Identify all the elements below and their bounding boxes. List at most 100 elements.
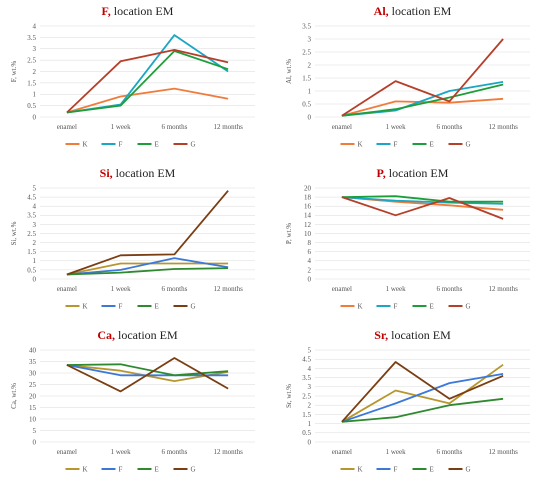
y-tick-label: 2 [308, 402, 312, 410]
series-line-k [341, 363, 504, 423]
chart-title-element: Si, [100, 166, 113, 180]
series-line-g [341, 38, 504, 117]
chart-f: F, location EM 0 0.5 1 1.5 2 2.5 3 3.5 4 F, wt.% en… [10, 4, 255, 149]
chart-title: P, location EM [377, 166, 449, 180]
x-tick-label: 1 week [386, 123, 407, 131]
y-tick-label: 1 [308, 87, 312, 95]
y-tick-label: 2.5 [27, 230, 36, 238]
legend-label-g: G [466, 466, 471, 474]
series-line-e [341, 195, 504, 203]
chart-title: Si, location EM [100, 166, 176, 180]
x-tick-label: 6 months [436, 123, 462, 131]
series-line-e [66, 267, 229, 276]
y-tick-label: 0.5 [302, 429, 311, 437]
y-tick-label: 0 [33, 113, 37, 121]
legend-label-e: E [430, 141, 434, 149]
chart-title: Al, location EM [374, 4, 452, 18]
y-tick-label: 4 [308, 257, 312, 265]
y-tick-label: 5 [308, 346, 312, 354]
y-tick-label: 0 [308, 275, 312, 283]
series-line-e [341, 83, 504, 117]
x-tick-label: 12 months [488, 285, 518, 293]
x-tick-label: 1 week [111, 448, 132, 456]
chart-title: Ca, location EM [97, 328, 178, 342]
x-tick-label: 6 months [436, 285, 462, 293]
legend-label-g: G [466, 303, 471, 311]
x-tick-label: 12 months [213, 285, 243, 293]
legend-label-k: K [358, 303, 363, 311]
y-tick-label: 0.5 [302, 100, 311, 108]
y-tick-label: 2.5 [302, 392, 311, 400]
legend-label-e: E [430, 303, 434, 311]
legend-label-f: F [394, 141, 398, 149]
legend-label-g: G [466, 141, 471, 149]
chart-panel-sr: Sr, location EM 0 0.5 1 1.5 2 2.5 3 3.5 4 4.5 5 Sr, … [275, 324, 550, 487]
y-tick-label: 4 [33, 22, 37, 30]
chart-title: Sr, location EM [374, 328, 451, 342]
y-tick-label: 15 [29, 404, 37, 412]
series-line-f [341, 81, 504, 117]
y-tick-label: 4.5 [302, 356, 311, 364]
legend-label-g: G [191, 141, 196, 149]
y-tick-label: 0 [33, 275, 37, 283]
y-tick-label: 2.5 [302, 48, 311, 56]
chart-title-element: Al, [374, 4, 389, 18]
y-tick-label: 3 [308, 383, 312, 391]
series-line-g [341, 196, 504, 220]
chart-ca: Ca, location EM 0 5 10 15 20 25 30 35 40 Ca, wt.% e… [10, 328, 255, 474]
x-tick-label: enamel [57, 285, 77, 293]
x-tick-label: 12 months [488, 448, 518, 456]
y-tick-label: 8 [308, 239, 312, 247]
x-tick-label: 12 months [213, 448, 243, 456]
x-tick-label: enamel [57, 123, 77, 131]
y-tick-label: 16 [304, 203, 312, 211]
x-tick-label: 1 week [111, 285, 132, 293]
y-tick-label: 10 [29, 415, 37, 423]
y-tick-label: 4 [33, 203, 37, 211]
y-tick-label: 3.5 [27, 34, 36, 42]
chart-panel-si: Si, location EM 0 0.5 1 1.5 2 2.5 3 3.5 4 4.5 5 Si, … [0, 162, 275, 324]
legend-label-k: K [358, 466, 363, 474]
series-line-f [341, 196, 504, 205]
chart-title-location: location EM [111, 4, 174, 18]
y-tick-label: 6 [308, 248, 312, 256]
legend-label-g: G [191, 466, 196, 474]
x-tick-label: enamel [332, 448, 352, 456]
series-line-g [66, 357, 229, 393]
y-tick-label: 3 [308, 35, 312, 43]
x-tick-label: 6 months [436, 448, 462, 456]
y-tick-label: 1 [33, 91, 37, 99]
x-tick-label: 1 week [111, 123, 132, 131]
series-line-k [66, 87, 229, 114]
legend-label-f: F [394, 303, 398, 311]
y-tick-label: 4.5 [27, 194, 36, 202]
y-tick-label: 3 [33, 221, 37, 229]
y-tick-label: 0.5 [27, 102, 36, 110]
legend-label-k: K [83, 303, 88, 311]
y-tick-label: 35 [29, 358, 37, 366]
y-axis-label: Al, wt.% [285, 59, 293, 84]
x-tick-label: 6 months [161, 123, 187, 131]
legend-label-f: F [119, 303, 123, 311]
y-tick-label: 4 [308, 365, 312, 373]
y-axis-label: F, wt.% [10, 61, 18, 83]
x-tick-label: enamel [332, 123, 352, 131]
chart-si: Si, location EM 00.511.522.533.544.5 5 Si, … [10, 166, 255, 311]
y-tick-label: 3.5 [302, 22, 311, 30]
y-tick-label: 0 [308, 438, 312, 446]
series-line-f [66, 257, 229, 276]
chart-title-element: Sr, [374, 328, 388, 342]
legend-label-e: E [155, 141, 159, 149]
y-tick-label: 20 [304, 184, 312, 192]
chart-title-element: Ca, [97, 328, 115, 342]
x-tick-label: 12 months [213, 123, 243, 131]
legend-label-f: F [119, 141, 123, 149]
y-tick-label: 20 [29, 392, 37, 400]
y-tick-label: 1 [308, 420, 312, 428]
y-tick-label: 3.5 [27, 212, 36, 220]
series-line-e [66, 50, 229, 114]
x-tick-label: 6 months [161, 285, 187, 293]
x-tick-label: 1 week [386, 448, 407, 456]
legend-label-g: G [191, 303, 196, 311]
chart-title-location: location EM [113, 166, 176, 180]
